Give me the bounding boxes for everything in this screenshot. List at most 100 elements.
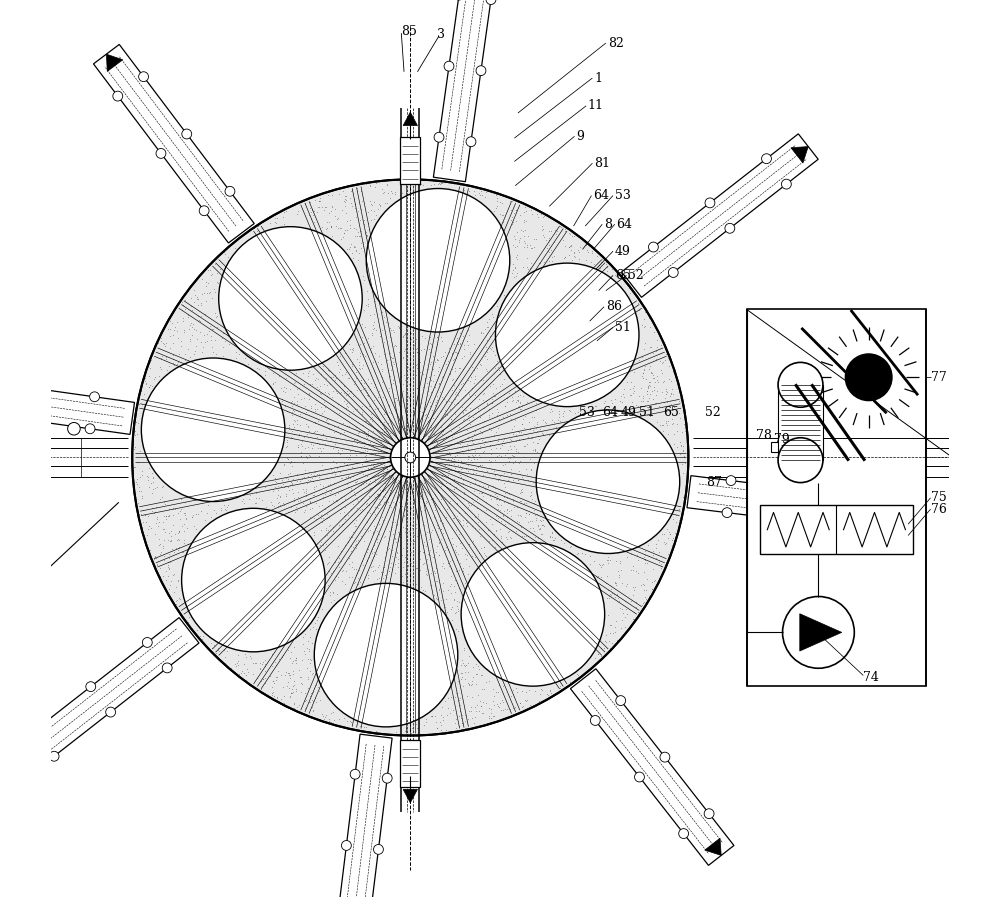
Text: 65: 65: [663, 406, 679, 419]
Circle shape: [845, 354, 892, 401]
Polygon shape: [622, 134, 818, 297]
Polygon shape: [896, 508, 912, 527]
Polygon shape: [980, 448, 987, 466]
Polygon shape: [106, 54, 123, 72]
Polygon shape: [570, 669, 734, 866]
Text: 52: 52: [628, 269, 644, 282]
Text: 75: 75: [931, 492, 946, 504]
Circle shape: [783, 597, 854, 668]
Circle shape: [391, 438, 430, 477]
Bar: [400, 137, 420, 184]
Circle shape: [705, 198, 715, 208]
Circle shape: [85, 424, 95, 434]
Text: 49: 49: [615, 245, 631, 257]
Bar: [771, 442, 781, 452]
Circle shape: [476, 65, 486, 75]
Polygon shape: [687, 475, 914, 535]
Circle shape: [648, 242, 658, 252]
Circle shape: [314, 583, 458, 727]
Circle shape: [797, 484, 807, 494]
Polygon shape: [403, 112, 417, 126]
Polygon shape: [403, 789, 417, 803]
Circle shape: [90, 392, 99, 402]
Text: 65: 65: [615, 269, 631, 282]
Circle shape: [434, 132, 444, 142]
Text: 53: 53: [579, 406, 595, 419]
Polygon shape: [12, 752, 30, 769]
Circle shape: [350, 770, 360, 779]
Circle shape: [725, 223, 735, 233]
Circle shape: [869, 493, 878, 503]
Circle shape: [466, 136, 476, 146]
Text: 64: 64: [617, 218, 633, 231]
Text: 53: 53: [615, 189, 631, 202]
Circle shape: [219, 227, 362, 370]
Text: 64: 64: [593, 189, 609, 202]
Text: 79: 79: [774, 433, 790, 446]
Circle shape: [787, 441, 801, 456]
Circle shape: [461, 543, 605, 686]
Circle shape: [781, 179, 791, 189]
Text: 49: 49: [620, 406, 636, 419]
Circle shape: [660, 753, 670, 762]
Polygon shape: [333, 734, 392, 897]
Text: 74: 74: [863, 671, 879, 684]
Circle shape: [162, 663, 172, 673]
Text: 51: 51: [615, 321, 631, 334]
Circle shape: [793, 517, 803, 527]
Circle shape: [68, 422, 80, 435]
Circle shape: [132, 179, 688, 736]
Text: 9: 9: [576, 130, 584, 143]
Circle shape: [106, 707, 116, 717]
Circle shape: [49, 752, 59, 762]
Text: 51: 51: [639, 406, 655, 419]
Circle shape: [142, 638, 152, 648]
Circle shape: [762, 153, 771, 163]
Circle shape: [444, 61, 454, 71]
Circle shape: [156, 149, 166, 159]
Circle shape: [495, 263, 639, 406]
Circle shape: [679, 829, 689, 839]
Polygon shape: [778, 385, 823, 460]
Text: 86: 86: [606, 300, 622, 313]
Bar: [747, 309, 926, 686]
Circle shape: [374, 844, 383, 854]
Text: 8: 8: [604, 218, 612, 231]
Circle shape: [635, 772, 644, 782]
Circle shape: [778, 438, 823, 483]
Text: 52: 52: [705, 406, 720, 419]
Polygon shape: [0, 371, 135, 434]
Polygon shape: [705, 838, 721, 856]
Circle shape: [704, 809, 714, 819]
Polygon shape: [2, 618, 199, 781]
Circle shape: [341, 840, 351, 850]
Bar: [760, 505, 913, 554]
Bar: [400, 740, 420, 787]
Text: 1: 1: [594, 72, 602, 84]
Circle shape: [182, 509, 325, 652]
Circle shape: [668, 267, 678, 277]
Circle shape: [616, 696, 626, 706]
Text: 85: 85: [401, 25, 417, 38]
Circle shape: [199, 205, 209, 215]
Polygon shape: [800, 614, 842, 651]
Text: 78: 78: [756, 429, 772, 441]
Circle shape: [86, 682, 96, 692]
Circle shape: [19, 382, 28, 392]
Text: 11: 11: [588, 100, 604, 112]
Circle shape: [14, 414, 24, 423]
Circle shape: [225, 187, 235, 196]
Text: 77: 77: [931, 370, 946, 384]
Text: 64: 64: [602, 406, 618, 419]
Circle shape: [382, 773, 392, 783]
Text: 81: 81: [594, 157, 610, 170]
Circle shape: [29, 726, 39, 736]
Circle shape: [141, 358, 285, 501]
Circle shape: [139, 72, 148, 82]
Circle shape: [726, 475, 736, 485]
Circle shape: [590, 716, 600, 726]
Circle shape: [366, 188, 510, 332]
Polygon shape: [791, 146, 808, 163]
Circle shape: [536, 410, 680, 553]
Circle shape: [405, 452, 416, 463]
